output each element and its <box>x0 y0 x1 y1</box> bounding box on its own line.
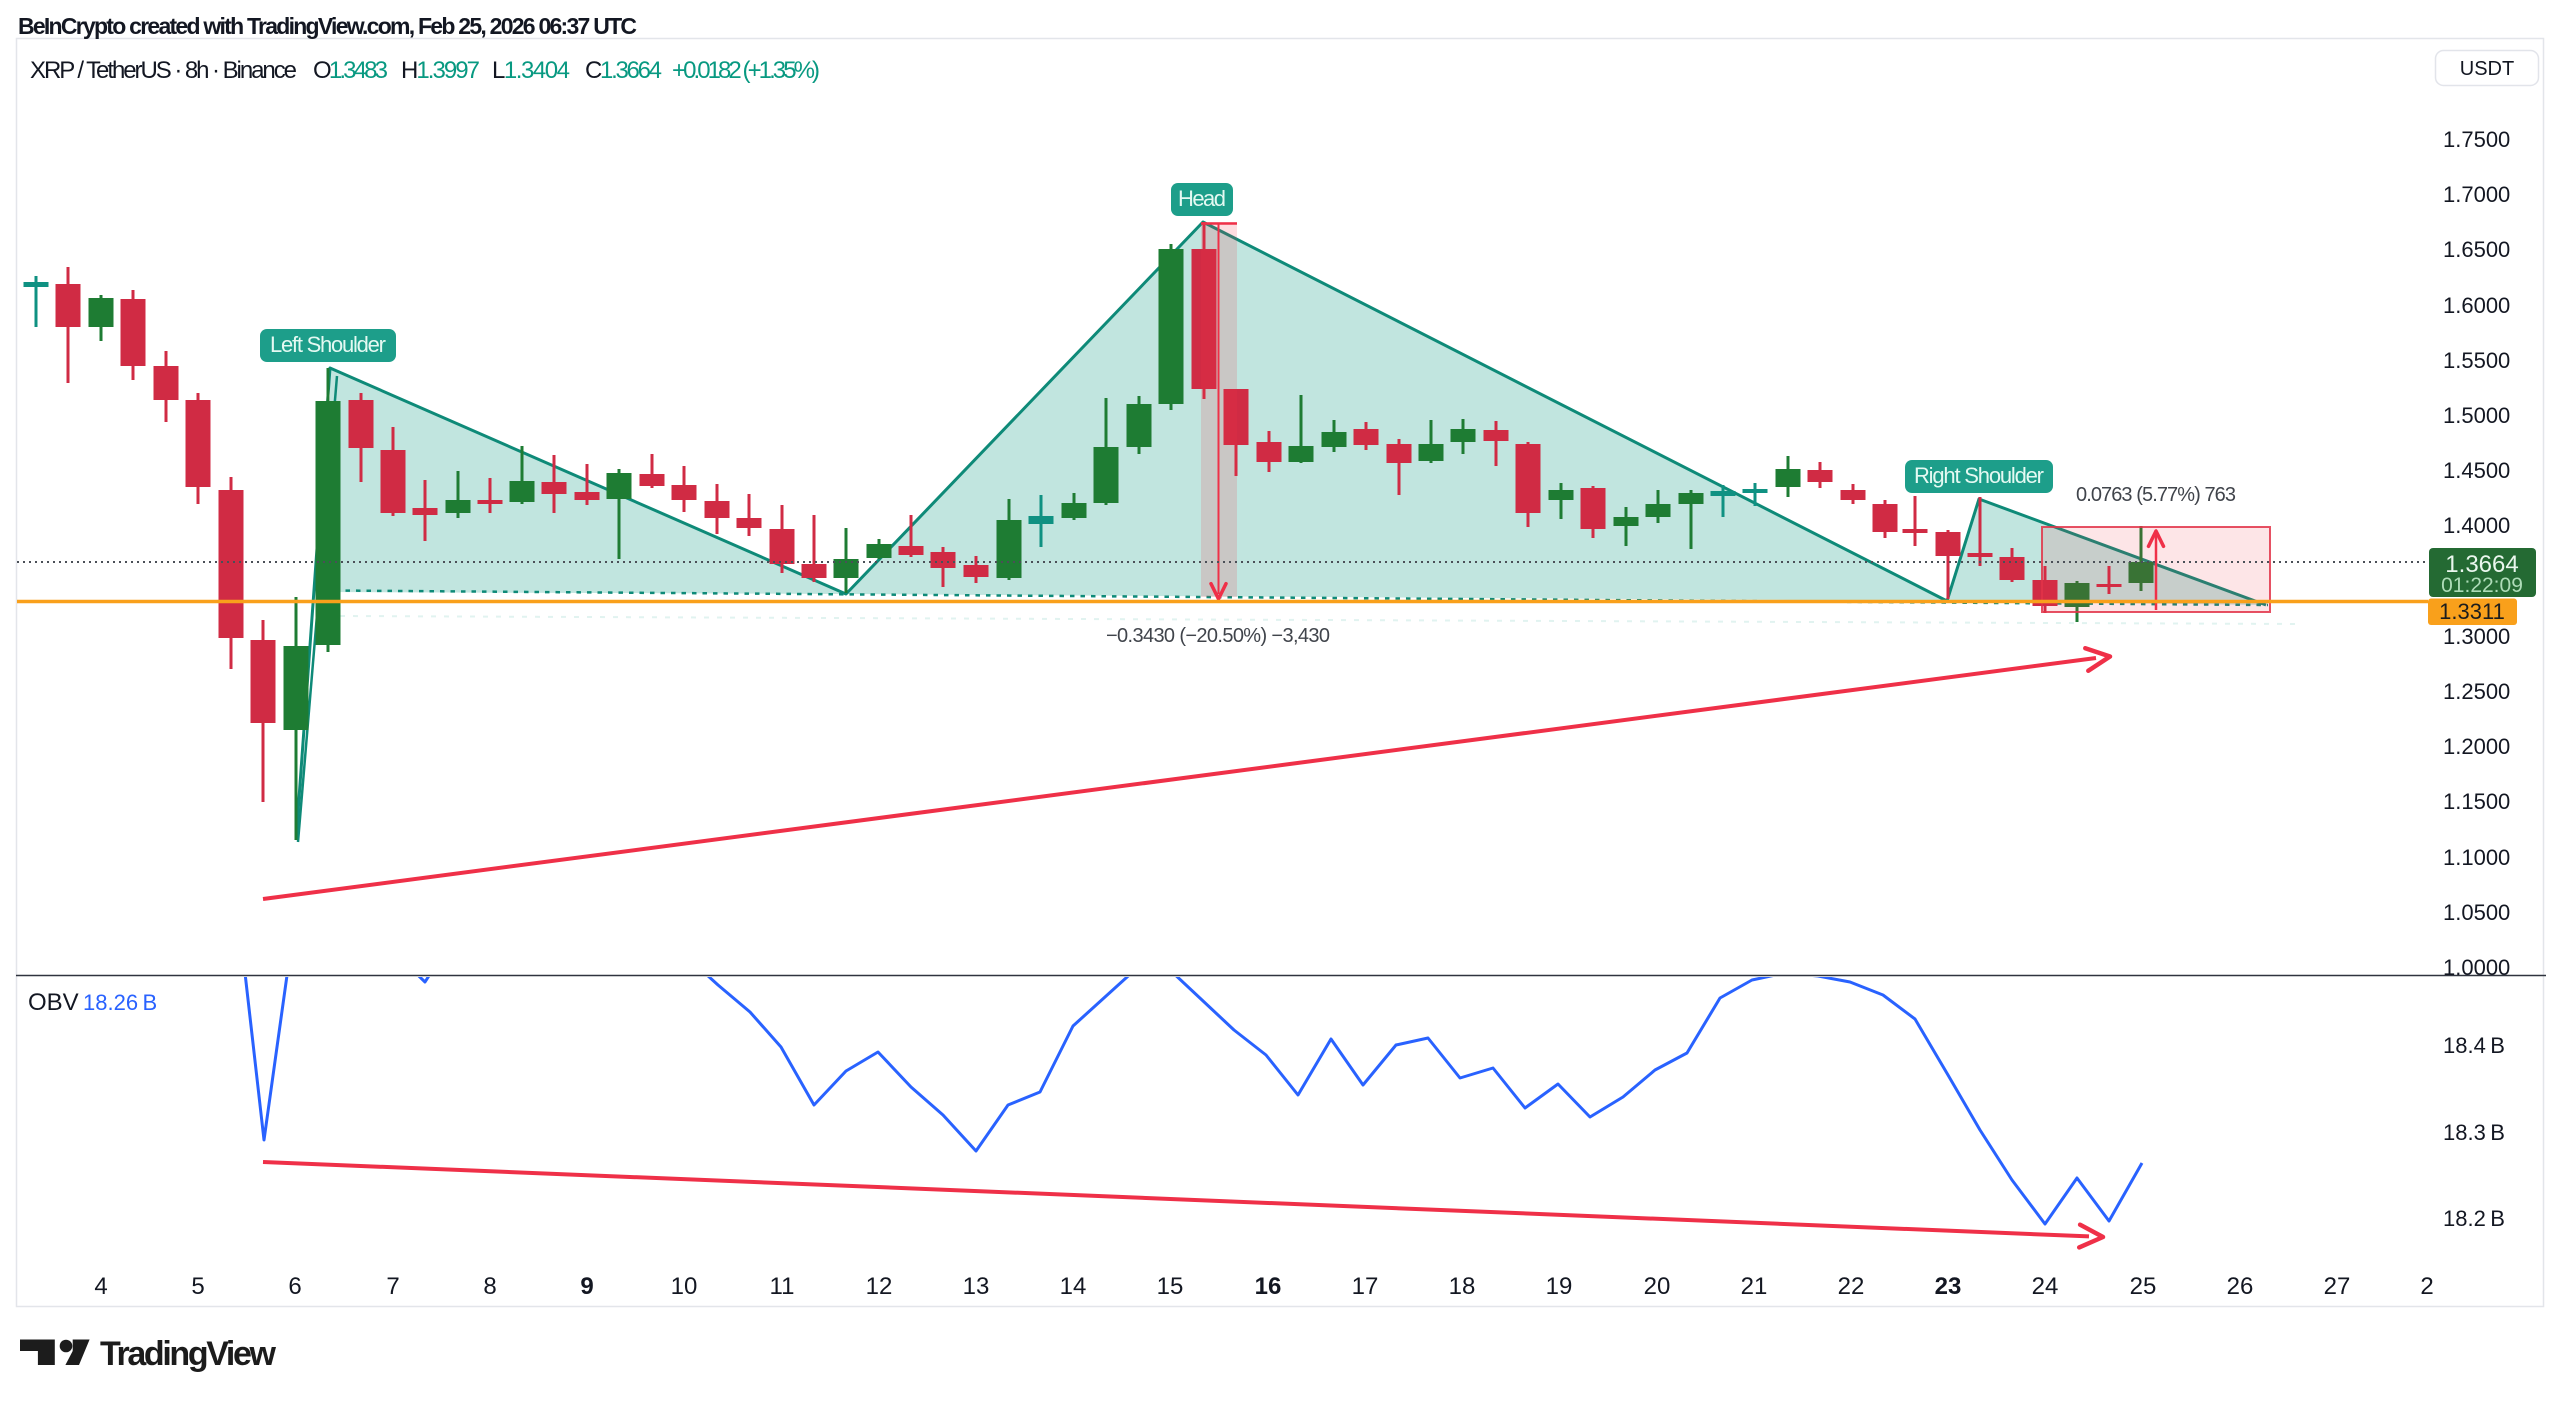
svg-text:25: 25 <box>2130 1273 2157 1300</box>
svg-text:23: 23 <box>1935 1273 1962 1300</box>
svg-text:4: 4 <box>94 1273 107 1300</box>
svg-text:1.3000: 1.3000 <box>2443 624 2510 649</box>
svg-text:6: 6 <box>288 1273 301 1300</box>
svg-text:5: 5 <box>191 1273 204 1300</box>
svg-text:1.4000: 1.4000 <box>2443 513 2510 538</box>
svg-text:1.3311: 1.3311 <box>2439 599 2505 624</box>
svg-text:18.26 B: 18.26 B <box>83 990 157 1015</box>
svg-text:1.7500: 1.7500 <box>2443 127 2510 152</box>
svg-text:+0.0182 (+1.35%): +0.0182 (+1.35%) <box>672 57 820 84</box>
svg-text:2: 2 <box>2420 1273 2433 1300</box>
svg-text:27: 27 <box>2324 1273 2351 1300</box>
svg-text:USDT: USDT <box>2460 58 2514 80</box>
svg-text:16: 16 <box>1255 1273 1282 1300</box>
svg-text:8: 8 <box>483 1273 496 1300</box>
svg-text:−0.3430 (−20.50%) −3,430: −0.3430 (−20.50%) −3,430 <box>1106 625 1330 647</box>
svg-text:12: 12 <box>866 1273 893 1300</box>
svg-text:1.1000: 1.1000 <box>2443 845 2510 870</box>
svg-text:9: 9 <box>580 1273 593 1300</box>
svg-text:18.3 B: 18.3 B <box>2443 1120 2505 1145</box>
svg-text:OBV: OBV <box>28 989 79 1016</box>
svg-text:24: 24 <box>2032 1273 2059 1300</box>
svg-text:L1.3404: L1.3404 <box>492 57 570 84</box>
svg-text:1.0000: 1.0000 <box>2443 955 2510 980</box>
svg-text:1.6000: 1.6000 <box>2443 293 2510 318</box>
svg-text:Head: Head <box>1178 186 1226 211</box>
svg-text:19: 19 <box>1546 1273 1573 1300</box>
svg-text:C1.3664: C1.3664 <box>585 57 662 84</box>
svg-text:15: 15 <box>1157 1273 1184 1300</box>
svg-text:1.7000: 1.7000 <box>2443 182 2510 207</box>
svg-text:22: 22 <box>1838 1273 1865 1300</box>
svg-text:10: 10 <box>671 1273 698 1300</box>
svg-text:1.3664: 1.3664 <box>2445 551 2518 578</box>
svg-text:18: 18 <box>1449 1273 1476 1300</box>
svg-text:1.1500: 1.1500 <box>2443 789 2510 814</box>
svg-text:Left Shoulder: Left Shoulder <box>270 332 386 357</box>
svg-text:XRP / TetherUS · 8h · Binance: XRP / TetherUS · 8h · Binance <box>30 57 297 84</box>
svg-text:1.5500: 1.5500 <box>2443 348 2510 373</box>
svg-text:18.2 B: 18.2 B <box>2443 1206 2505 1231</box>
svg-text:Right Shoulder: Right Shoulder <box>1914 463 2044 488</box>
svg-text:20: 20 <box>1644 1273 1671 1300</box>
svg-text:BeInCrypto created with Tradin: BeInCrypto created with TradingView.com,… <box>18 13 637 39</box>
svg-text:TradingView: TradingView <box>100 1335 277 1373</box>
svg-text:1.2500: 1.2500 <box>2443 679 2510 704</box>
svg-text:1.5000: 1.5000 <box>2443 403 2510 428</box>
svg-text:1.4500: 1.4500 <box>2443 458 2510 483</box>
svg-text:1.0500: 1.0500 <box>2443 900 2510 925</box>
svg-text:O1.3483: O1.3483 <box>313 57 388 84</box>
svg-text:18.4 B: 18.4 B <box>2443 1033 2505 1058</box>
svg-text:0.0763 (5.77%) 763: 0.0763 (5.77%) 763 <box>2076 484 2236 506</box>
svg-text:14: 14 <box>1060 1273 1087 1300</box>
svg-text:1.2000: 1.2000 <box>2443 734 2510 759</box>
svg-text:1.6500: 1.6500 <box>2443 237 2510 262</box>
svg-text:11: 11 <box>770 1273 795 1300</box>
svg-text:21: 21 <box>1741 1273 1768 1300</box>
svg-text:17: 17 <box>1352 1273 1379 1300</box>
svg-text:H1.3997: H1.3997 <box>401 57 480 84</box>
svg-text:26: 26 <box>2227 1273 2254 1300</box>
svg-text:13: 13 <box>963 1273 990 1300</box>
svg-text:7: 7 <box>386 1273 399 1300</box>
svg-text:01:22:09: 01:22:09 <box>2441 574 2523 597</box>
